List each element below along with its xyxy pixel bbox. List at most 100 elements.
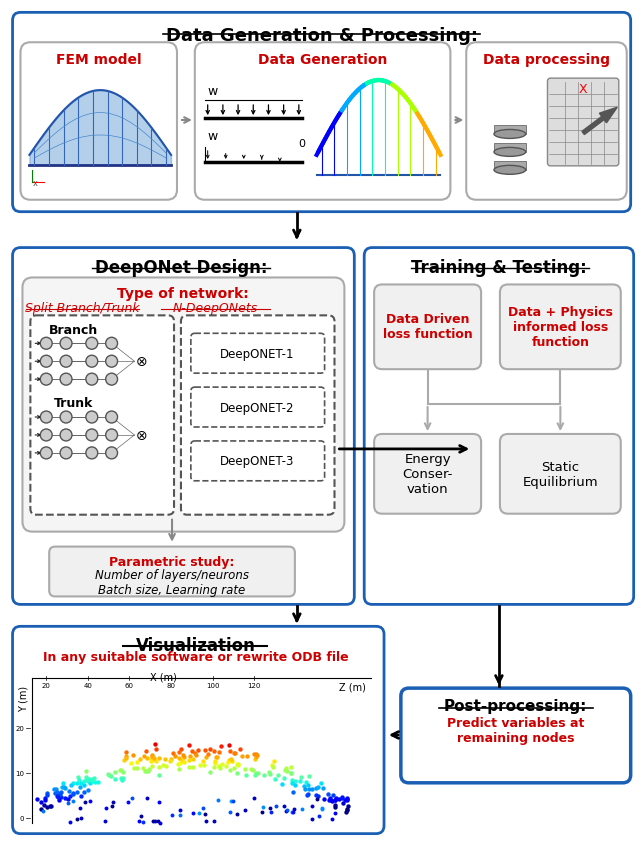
Text: Post-processing:: Post-processing:	[444, 698, 588, 713]
FancyBboxPatch shape	[191, 387, 324, 427]
Point	[304, 769, 314, 782]
Point	[225, 806, 236, 820]
Point	[90, 775, 100, 788]
Text: X: X	[579, 83, 588, 95]
Point	[65, 815, 75, 829]
Point	[323, 787, 333, 801]
Point	[85, 776, 95, 790]
Point	[246, 762, 256, 776]
Circle shape	[106, 374, 118, 386]
Point	[68, 787, 79, 801]
FancyBboxPatch shape	[374, 435, 481, 514]
Point	[150, 755, 161, 768]
Point	[121, 751, 131, 765]
Point	[63, 797, 73, 810]
Point	[73, 771, 83, 784]
Point	[197, 801, 207, 814]
Point	[257, 805, 267, 819]
Point	[115, 763, 125, 776]
Point	[53, 788, 63, 802]
Circle shape	[86, 447, 98, 459]
Point	[126, 756, 136, 770]
Text: Data + Physics
informed loss
function: Data + Physics informed loss function	[508, 306, 612, 349]
Point	[42, 800, 52, 814]
Point	[232, 757, 243, 771]
Point	[285, 760, 296, 774]
Point	[303, 782, 314, 796]
Point	[250, 768, 260, 782]
Point	[121, 749, 131, 763]
Bar	[494, 162, 525, 170]
Point	[253, 766, 263, 780]
Point	[193, 744, 203, 757]
Circle shape	[60, 447, 72, 459]
Point	[307, 813, 317, 826]
Point	[268, 758, 278, 771]
Point	[303, 787, 314, 801]
Point	[273, 769, 283, 782]
Point	[168, 746, 179, 760]
Point	[269, 755, 279, 768]
Point	[138, 761, 148, 775]
Circle shape	[40, 447, 52, 459]
Point	[209, 760, 220, 773]
Point	[152, 814, 163, 828]
Point	[159, 752, 170, 766]
Point	[330, 801, 340, 814]
Point	[170, 749, 180, 762]
Point	[319, 793, 329, 806]
Point	[104, 768, 114, 782]
Point	[45, 798, 56, 812]
Point	[143, 765, 154, 778]
Point	[279, 771, 289, 785]
Point	[79, 775, 90, 788]
Text: Data Generation: Data Generation	[258, 53, 387, 68]
Point	[338, 796, 348, 809]
FancyArrow shape	[582, 108, 617, 135]
Text: Predict variables at
remaining nodes: Predict variables at remaining nodes	[447, 717, 584, 744]
Point	[205, 766, 215, 779]
Point	[173, 758, 183, 771]
Text: w: w	[208, 130, 218, 143]
Point	[87, 772, 97, 786]
Point	[252, 749, 262, 762]
Circle shape	[86, 430, 98, 441]
Text: Visualization: Visualization	[136, 636, 256, 654]
Text: X (m): X (m)	[150, 671, 177, 681]
Text: w: w	[208, 85, 218, 98]
Point	[139, 749, 149, 763]
FancyBboxPatch shape	[13, 248, 355, 604]
Point	[176, 743, 186, 756]
Point	[154, 760, 164, 774]
Text: Z (m): Z (m)	[339, 681, 366, 691]
Point	[342, 792, 352, 805]
Point	[116, 771, 126, 785]
Point	[271, 799, 281, 813]
Point	[175, 803, 185, 817]
Point	[56, 786, 66, 799]
Point	[106, 769, 116, 782]
Point	[314, 781, 324, 794]
Circle shape	[106, 430, 118, 441]
Point	[200, 808, 211, 821]
Point	[109, 766, 120, 779]
Point	[108, 796, 118, 809]
Text: Split Branch/Trunk: Split Branch/Trunk	[24, 302, 140, 315]
Circle shape	[106, 356, 118, 368]
Point	[198, 754, 209, 767]
Point	[68, 787, 78, 800]
Point	[287, 806, 298, 820]
Point	[165, 754, 175, 767]
Point	[194, 806, 204, 820]
FancyBboxPatch shape	[49, 547, 295, 597]
Point	[314, 809, 324, 823]
Point	[227, 794, 237, 808]
Point	[242, 749, 252, 762]
Point	[299, 779, 309, 793]
Point	[51, 782, 61, 796]
Point	[232, 757, 243, 771]
Point	[147, 814, 157, 827]
Point	[151, 742, 161, 755]
Point	[150, 738, 160, 751]
Point	[200, 744, 211, 757]
